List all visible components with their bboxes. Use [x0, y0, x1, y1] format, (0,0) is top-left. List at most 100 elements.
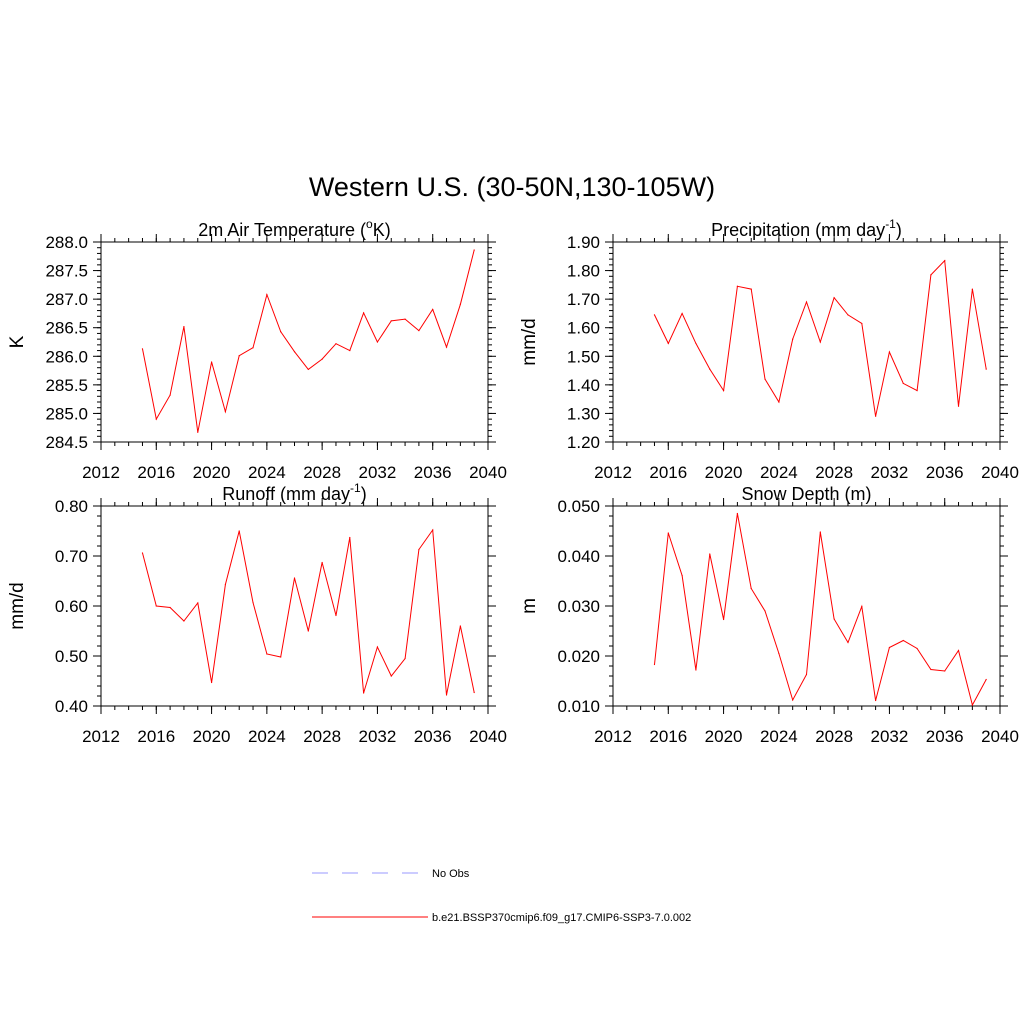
chart-runoff-point [183, 620, 185, 622]
chart-precipitation-point [875, 415, 877, 417]
chart-runoff-point [169, 606, 171, 609]
chart-temperature-xtick-label: 2040 [469, 463, 507, 482]
chart-snow-depth-point [819, 531, 821, 533]
chart-snow-depth-point [888, 646, 891, 649]
chart-runoff: 0.40 0.50 0.60 0.70 0.80 2012 2016 2020 2024 2028… [7, 481, 507, 746]
chart-snow-depth-point [667, 532, 669, 534]
chart-temperature-point [280, 331, 282, 333]
chart-runoff-point [404, 657, 406, 660]
chart-temperature-xtick-label: 2036 [414, 463, 452, 482]
chart-precipitation-xtick-label: 2032 [871, 463, 909, 482]
chart-precipitation-point [792, 338, 794, 340]
chart-precipitation-xtick-label: 2036 [926, 463, 964, 482]
chart-snow-depth-point [985, 678, 987, 681]
chart-snow-depth-ytick-label: 0.020 [557, 647, 600, 666]
chart-runoff-series-line [142, 528, 475, 696]
chart-runoff-xtick-label: 2040 [469, 727, 507, 746]
chart-runoff-xtick-label: 2032 [359, 727, 397, 746]
chart-precipitation-ytick-label: 1.70 [567, 290, 600, 309]
chart-runoff-ytick-label: 0.70 [55, 547, 88, 566]
chart-runoff-point [307, 630, 309, 632]
chart-snow-depth-point [681, 574, 683, 577]
chart-snow-depth-ytick-label: 0.040 [557, 547, 600, 566]
chart-runoff-point [238, 530, 240, 532]
figure-title: Western U.S. (30-50N,130-105W) [309, 172, 715, 202]
chart-precipitation-xtick-label: 2012 [594, 463, 632, 482]
chart-temperature-point [363, 312, 365, 314]
chart-snow-depth-point [930, 668, 932, 671]
chart-temperature-ytick-label: 286.5 [45, 319, 88, 338]
chart-runoff-ylabel: mm/d [7, 582, 28, 630]
chart-runoff-point [252, 601, 254, 604]
chart-runoff-point [335, 614, 337, 617]
chart-temperature-ytick-label: 285.0 [45, 404, 88, 423]
chart-snow-depth-point [764, 610, 766, 612]
chart-snow-depth-point [916, 647, 918, 650]
chart-runoff-point [349, 536, 351, 539]
chart-runoff-point [445, 694, 448, 696]
chart-precipitation-point [957, 405, 960, 407]
chart-runoff-point [210, 681, 213, 684]
chart-temperature-ytick-label: 286.0 [45, 347, 88, 366]
legend-label-no-obs: No Obs [432, 868, 470, 880]
chart-runoff-xtick-label: 2028 [303, 727, 341, 746]
chart-precipitation-point [833, 297, 835, 299]
chart-temperature-frame [100, 241, 489, 443]
chart-precipitation-point [944, 259, 946, 262]
chart-runoff-point [459, 625, 461, 627]
chart-temperature-point [293, 351, 296, 353]
chart-snow-depth-title: Snow Depth (m) [741, 484, 871, 504]
chart-temperature-point [266, 293, 268, 296]
chart-precipitation-point [847, 314, 849, 316]
chart-precipitation-ytick-label: 1.60 [567, 319, 600, 338]
chart-temperature-point [404, 318, 406, 320]
chart-temperature-point [197, 431, 199, 433]
chart-precipitation-xtick-label: 2024 [760, 463, 798, 482]
chart-runoff-xtick-label: 2020 [193, 727, 231, 746]
chart-runoff-point [376, 646, 379, 648]
chart-precipitation-xtick-label: 2040 [981, 463, 1019, 482]
chart-precipitation-point [819, 341, 821, 343]
chart-runoff-ytick-label: 0.80 [55, 497, 88, 516]
chart-temperature-ylabel: K [7, 335, 28, 348]
chart-snow-depth-point [902, 639, 904, 642]
chart-snow-depth-point [971, 704, 973, 706]
chart-temperature-point [183, 325, 185, 328]
chart-precipitation-series-line [654, 259, 987, 417]
chart-precipitation-point [805, 301, 808, 303]
chart-precipitation-title: Precipitation (mm day-1) [711, 217, 902, 240]
chart-temperature-xtick-label: 2028 [303, 463, 341, 482]
chart-temperature-point [459, 303, 461, 305]
chart-precipitation-ytick-label: 1.40 [567, 376, 600, 395]
chart-snow-depth-xtick-label: 2024 [760, 727, 798, 746]
chart-precipitation-xtick-label: 2020 [705, 463, 743, 482]
chart-panels: 284.5 285.0 285.5 286.0 286.5 287.0 287.5 288.0… [7, 217, 1019, 746]
chart-temperature-xtick-label: 2020 [193, 463, 231, 482]
chart-temperature-series-line [142, 249, 475, 433]
chart-precipitation-point [764, 378, 766, 380]
chart-snow-depth-xtick-label: 2032 [871, 727, 909, 746]
chart-runoff-point [473, 691, 475, 694]
chart-snow-depth-point [750, 587, 752, 590]
chart-temperature-ytick-label: 287.0 [45, 290, 88, 309]
chart-snow-depth-point [875, 699, 877, 702]
chart-temperature-point [141, 348, 144, 350]
chart-precipitation-xtick-label: 2016 [649, 463, 687, 482]
chart-runoff-point [155, 605, 157, 607]
chart-precipitation-ytick-label: 1.80 [567, 262, 600, 281]
chart-snow-depth-point [944, 670, 946, 672]
chart-snow-depth-point [778, 652, 780, 655]
chart-runoff-title: Runoff (mm day-1) [222, 481, 366, 504]
chart-runoff-point [432, 529, 434, 531]
chart-snow-depth-point [736, 512, 738, 515]
chart-precipitation-ytick-label: 1.50 [567, 347, 600, 366]
chart-temperature-point [155, 418, 157, 420]
chart-runoff-point [363, 692, 365, 694]
chart-snow-depth-xtick-label: 2012 [594, 727, 632, 746]
chart-runoff-xtick-label: 2012 [82, 727, 120, 746]
chart-temperature-xtick-label: 2012 [82, 463, 120, 482]
chart-temperature-point [376, 341, 379, 343]
chart-precipitation-ytick-label: 1.30 [567, 404, 600, 423]
chart-runoff-point [418, 548, 420, 551]
